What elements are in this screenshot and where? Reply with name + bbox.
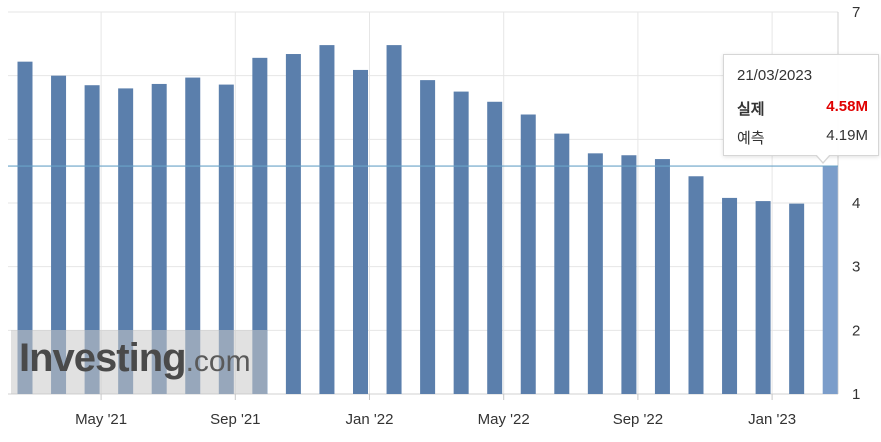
bar-06/2021[interactable] <box>118 88 134 395</box>
data-tooltip: 21/03/2023 실제 4.58M 예측 4.19M <box>723 54 879 164</box>
y-tick-label: 1 <box>852 386 860 403</box>
bar-08/2022[interactable] <box>587 153 603 394</box>
x-tick-label: Jan '23 <box>748 411 796 428</box>
bar-12/2022[interactable] <box>722 197 738 394</box>
bar-03/2021[interactable] <box>17 61 33 394</box>
x-tick-label: May '21 <box>75 411 127 428</box>
bar-11/2021[interactable] <box>285 54 301 395</box>
bar-01/2022[interactable] <box>353 69 368 394</box>
tooltip-pointer-inner <box>816 154 830 162</box>
bars <box>17 45 838 395</box>
watermark-brand: Investing <box>19 336 187 380</box>
x-tick-label: Sep '21 <box>210 411 260 428</box>
bar-02/2022[interactable] <box>386 45 402 395</box>
tooltip-date: 21/03/2023 <box>737 67 813 84</box>
x-axis: May '21 Sep '21 Jan '22 May '22 Sep '22 Jan '… <box>75 394 796 428</box>
bar-02/2023[interactable] <box>789 203 805 394</box>
bar-04/2022[interactable] <box>453 91 469 394</box>
y-axis: 1 2 3 4 7 <box>852 4 860 403</box>
bar-05/2022[interactable] <box>487 101 503 395</box>
x-tick-label: May '22 <box>478 411 530 428</box>
bar-01/2023[interactable] <box>755 201 771 394</box>
y-tick-label: 4 <box>852 195 860 212</box>
bar-12/2021[interactable] <box>319 45 335 395</box>
watermark-suffix: .com <box>185 345 251 378</box>
bar-04/2021[interactable] <box>51 75 67 395</box>
bar-07/2021[interactable] <box>151 83 167 395</box>
bar-08/2021[interactable] <box>185 77 201 395</box>
tooltip-forecast-label: 예측 <box>737 130 765 147</box>
tooltip-actual-label: 실제 <box>737 101 765 118</box>
bar-10/2021[interactable] <box>252 57 268 395</box>
bar-09/2022[interactable] <box>621 155 637 394</box>
y-tick-label: 3 <box>852 259 860 276</box>
bar-05/2021[interactable] <box>84 85 100 394</box>
bar-11/2022[interactable] <box>688 176 704 394</box>
bar-03/2023[interactable] <box>822 166 838 394</box>
bar-07/2022[interactable] <box>554 133 570 394</box>
investing-watermark: Investing.com <box>11 330 267 394</box>
x-tick-label: Sep '22 <box>613 411 663 428</box>
bar-06/2022[interactable] <box>520 114 536 395</box>
y-tick-label: 2 <box>852 322 860 339</box>
bar-03/2022[interactable] <box>420 80 436 394</box>
tooltip-actual-value: 4.58M <box>826 98 868 115</box>
y-tick-label: 7 <box>852 4 860 21</box>
x-tick-label: Jan '22 <box>346 411 394 428</box>
bar-10/2022[interactable] <box>654 159 670 394</box>
tooltip-forecast-value: 4.19M <box>826 127 868 144</box>
bar-09/2021[interactable] <box>218 84 234 394</box>
